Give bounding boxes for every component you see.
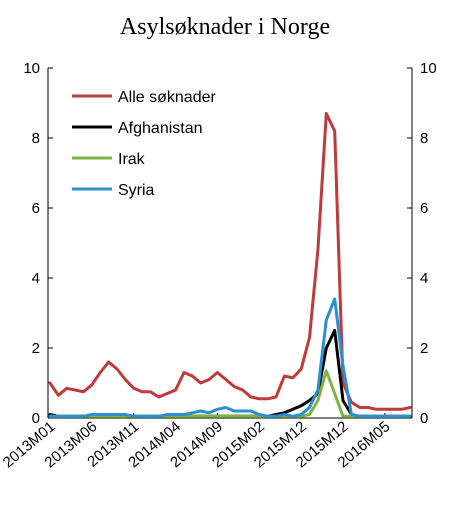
y-tick-label-right: 6 [420,200,428,217]
legend-label-afghanistan: Afghanistan [118,120,203,137]
y-tick-label-left: 10 [23,60,40,77]
legend-label-syria: Syria [118,182,155,199]
y-tick-label-right: 4 [420,270,428,287]
y-tick-label-right: 2 [420,340,428,357]
chart-title: Asylsøknader i Norge [120,14,330,40]
y-tick-label-right: 0 [420,410,428,427]
axes [47,68,413,419]
y-tick-label-left: 8 [32,130,40,147]
series-layer [48,112,412,418]
y-tick-label-left: 2 [32,340,40,357]
y-tick-label-left: 0 [32,410,40,427]
y-tick-label-left: 6 [32,200,40,217]
series-line-syria [48,297,412,418]
legend-label-alle-soknader: Alle søknader [118,89,216,106]
y-tick-label-right: 8 [420,130,428,147]
legend: Alle søknader Afghanistan Irak Syria [72,89,216,199]
series-line-irak [48,369,412,418]
legend-label-irak: Irak [118,151,146,168]
y-tick-label-left: 4 [32,270,40,287]
y-tick-label-right: 10 [420,60,437,77]
